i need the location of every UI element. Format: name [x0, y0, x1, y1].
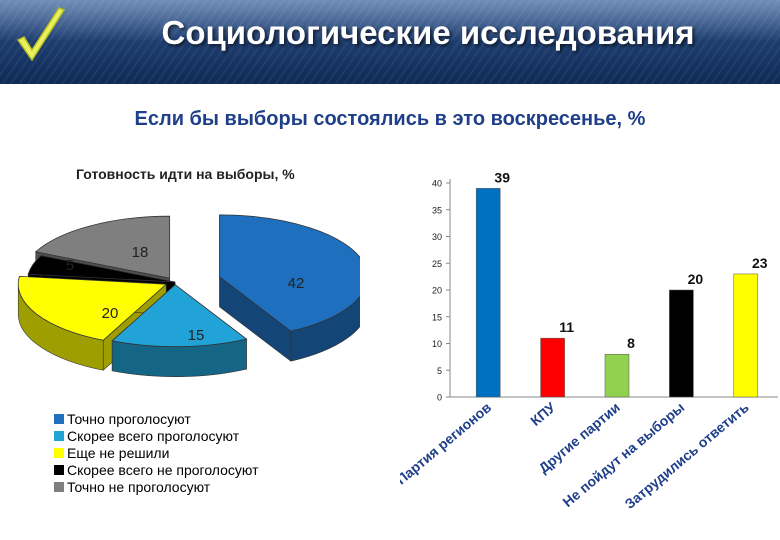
pie-value-label: 20: [102, 305, 119, 322]
checkmark-icon: [16, 7, 66, 62]
legend-swatch: [54, 413, 64, 424]
y-tick-label: 5: [437, 366, 442, 376]
pie-title: Готовность идти на выборы, %: [76, 166, 295, 182]
x-tick-label: Затрудились ответить: [622, 399, 752, 512]
bar-kpu: [540, 337, 565, 398]
legend-swatch: [54, 447, 64, 458]
x-tick-label: Партия регионов: [400, 399, 494, 488]
legend-item: Точно проголосуют: [54, 410, 259, 427]
pie-slice-skoree-vsego-progolosuyut: [111, 284, 248, 377]
bar-value-label: 8: [627, 335, 635, 351]
legend-label: Еще не решили: [67, 444, 170, 461]
y-tick-label: 15: [432, 312, 442, 322]
y-tick-label: 10: [432, 339, 442, 349]
legend-swatch: [54, 430, 64, 441]
legend-label: Точно не проголосуют: [67, 478, 211, 495]
y-tick-label: 0: [437, 393, 442, 403]
legend-item: Скорее всего проголосуют: [54, 427, 259, 444]
bar-ne-poydut-na-vybory: [669, 289, 694, 398]
header-gloss: [0, 0, 780, 40]
legend-label: Скорее всего проголосуют: [67, 427, 240, 444]
bar-value-label: 23: [752, 255, 768, 271]
y-tick-label: 35: [432, 205, 442, 215]
legend-swatch: [54, 464, 64, 475]
pie-legend: Точно проголосуют Скорее всего проголосую…: [54, 410, 259, 495]
y-tick-label: 20: [432, 286, 442, 296]
bar-value-label: 11: [559, 319, 574, 335]
header-stripes: [0, 0, 780, 84]
bar-value-label: 20: [688, 271, 704, 287]
pie-chart: 42 15 20 5 18: [17, 214, 360, 377]
x-tick-label: КПУ: [527, 399, 558, 429]
legend-label: Скорее всего не проголосуют: [67, 461, 259, 478]
legend-item: Точно не проголосуют: [54, 478, 259, 495]
x-tick-label: Не пойдут на выборы: [559, 399, 687, 510]
legend-label: Точно проголосуют: [67, 410, 191, 427]
legend-swatch: [54, 481, 64, 492]
pie-value-label: 15: [188, 327, 205, 344]
pie-slice-tochno-progolosuyut: [219, 214, 360, 362]
pie-value-label: 42: [288, 275, 305, 292]
chart-question: Если бы выборы состоялись в это воскресе…: [134, 108, 646, 130]
y-tick-label: 30: [432, 232, 442, 242]
bar-value-label: 39: [494, 169, 510, 185]
bar-zatrudilis-otvetit: [733, 273, 759, 398]
header-banner: Социологические исследования: [0, 0, 780, 84]
y-tick-label: 25: [432, 259, 442, 269]
legend-item: Еще не решили: [54, 444, 259, 461]
page-title: Социологические исследования: [161, 14, 695, 51]
pie-value-label: 18: [132, 244, 149, 261]
legend-item: Скорее всего не проголосуют: [54, 461, 259, 478]
y-tick-label: 40: [432, 179, 442, 189]
bar-drugie-partii: [604, 353, 630, 398]
pie-value-label: 5: [66, 257, 74, 274]
bar-partiya-regionov: [475, 188, 501, 398]
